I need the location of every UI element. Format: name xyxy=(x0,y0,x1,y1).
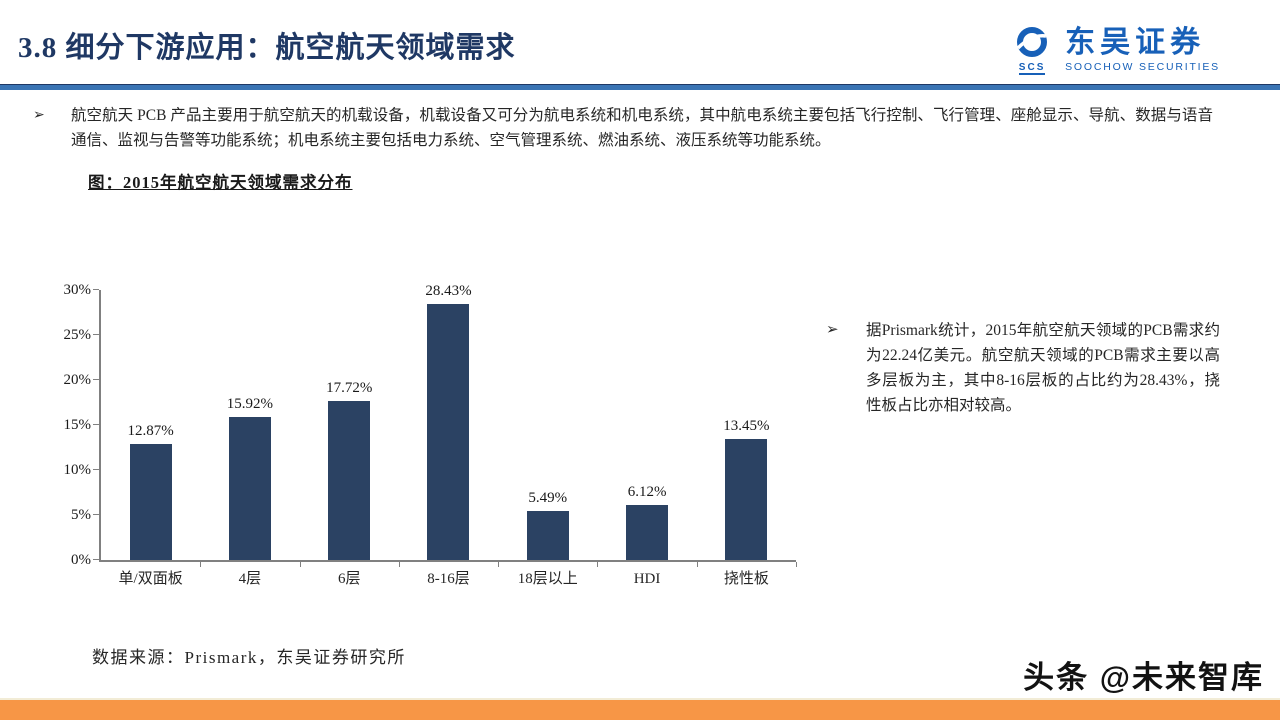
intro-bullet: ➢ 航空航天 PCB 产品主要用于航空航天的机载设备，机载设备又可分为航电系统和… xyxy=(33,103,1213,153)
y-axis-tick-label: 15% xyxy=(63,417,92,433)
page-title: 3.8 细分下游应用：航空航天领域需求 xyxy=(18,32,516,64)
chart-title: 图：2015年航空航天领域需求分布 xyxy=(88,173,353,192)
side-bullet-text: 据Prismark统计，2015年航空航天领域的PCB需求约为22.24亿美元。… xyxy=(866,322,1220,414)
bar-value-label: 17.72% xyxy=(326,379,373,396)
logo-name-cn: 东吴证券 xyxy=(1065,26,1206,59)
bullet-arrow-icon: ➢ xyxy=(33,108,45,123)
bar-value-label: 15.92% xyxy=(226,395,274,412)
bar xyxy=(725,438,768,560)
y-axis-tick-mark xyxy=(93,379,99,380)
bar-chart: 0% 5% 10% 15% 20% 25% 30% 12.87% 单/双面板 15.92% 4层 17… xyxy=(64,282,797,587)
bar xyxy=(228,416,271,560)
intro-bullet-text: 航空航天 PCB 产品主要用于航空航天的机载设备，机载设备又可分为航电系统和机电… xyxy=(71,107,1213,149)
watermark: 头条 @未来智库 xyxy=(1023,660,1264,695)
bar xyxy=(129,444,172,560)
x-axis-tick-mark xyxy=(597,562,599,567)
bar-category-label: HDI xyxy=(633,571,661,587)
y-axis-tick-label: 20% xyxy=(63,372,92,388)
bar-category-label: 挠性板 xyxy=(723,571,769,587)
bar-category-label: 18层以上 xyxy=(517,571,578,587)
bar-slot: 5.49% 18层以上 xyxy=(498,290,597,587)
y-axis-tick-mark xyxy=(93,559,99,560)
logo-swirl-icon xyxy=(1016,27,1048,57)
bar xyxy=(526,510,569,560)
bar-value-label: 28.43% xyxy=(425,283,472,300)
bar-slot: 6.12% HDI xyxy=(597,290,696,587)
x-axis-tick-mark xyxy=(200,562,202,567)
y-axis-tick-mark xyxy=(93,424,99,425)
bar-category-label: 6层 xyxy=(337,571,361,587)
bar-slot: 15.92% 4层 xyxy=(200,290,299,587)
side-bullet: ➢ 据Prismark统计，2015年航空航天领域的PCB需求约为22.24亿美… xyxy=(826,318,1220,418)
y-axis-tick-label: 0% xyxy=(71,552,91,568)
x-axis-tick-mark xyxy=(299,562,301,567)
bar-slot: 12.87% 单/双面板 xyxy=(101,290,200,587)
footer-bar xyxy=(0,698,1280,720)
bar xyxy=(328,400,371,560)
y-axis-tick-label: 5% xyxy=(71,507,91,523)
bar-category-label: 单/双面板 xyxy=(118,571,183,587)
bar-value-label: 6.12% xyxy=(627,483,667,500)
bar-category-label: 8-16层 xyxy=(427,571,470,587)
bar-value-label: 13.45% xyxy=(723,417,770,434)
y-axis-tick-mark xyxy=(93,514,99,515)
y-axis-tick-label: 25% xyxy=(63,327,92,343)
y-axis-tick-label: 30% xyxy=(63,282,92,298)
y-axis-tick-label: 10% xyxy=(63,462,92,478)
logo-name-en: SOOCHOW SECURITIES xyxy=(1065,61,1220,73)
header-divider xyxy=(0,84,1280,90)
bar xyxy=(427,304,470,560)
bullet-arrow-icon: ➢ xyxy=(826,322,839,338)
x-axis-tick-mark xyxy=(498,562,500,567)
bar-category-label: 4层 xyxy=(238,571,262,587)
x-axis-tick-mark xyxy=(398,562,400,567)
x-axis-tick-mark xyxy=(696,562,698,567)
x-axis-tick-mark xyxy=(796,562,797,567)
bar-slot: 17.72% 6层 xyxy=(300,290,399,587)
bar-value-label: 5.49% xyxy=(528,489,568,506)
bar xyxy=(626,504,669,560)
brand-logo: SCS 东吴证券 SOOCHOW SECURITIES xyxy=(1009,26,1220,75)
y-axis-tick-mark xyxy=(93,469,99,470)
source-note: 数据来源：Prismark，东吴证券研究所 xyxy=(92,648,406,667)
y-axis-tick-mark xyxy=(93,334,99,335)
soochow-logo-icon: SCS xyxy=(1009,26,1055,75)
bar-slot: 13.45% 挠性板 xyxy=(697,290,796,587)
bar-slot: 28.43% 8-16层 xyxy=(399,283,498,587)
y-axis-tick-mark xyxy=(93,289,99,290)
bar-value-label: 12.87% xyxy=(127,423,174,440)
logo-text: 东吴证券 SOOCHOW SECURITIES xyxy=(1065,26,1220,74)
logo-scs-text: SCS xyxy=(1018,62,1046,75)
